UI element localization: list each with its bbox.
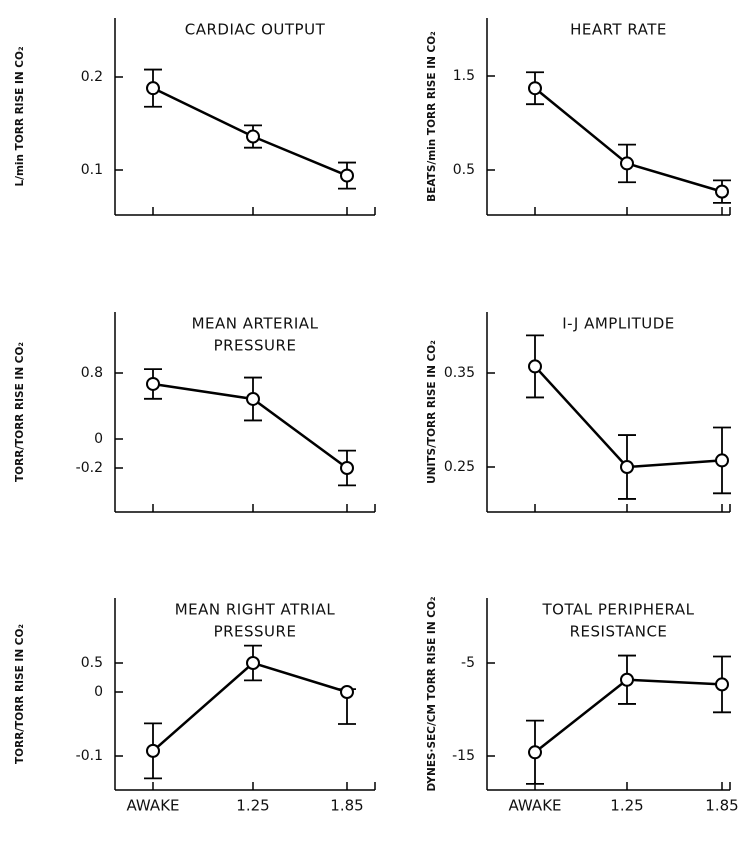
x-tick-label: AWAKE — [508, 797, 561, 815]
x-tick-label: AWAKE — [126, 797, 179, 815]
panel-title: MEAN RIGHT ATRIAL — [175, 601, 336, 619]
data-point — [246, 656, 260, 670]
data-point — [620, 460, 634, 474]
y-tick-label: 0.2 — [81, 69, 103, 85]
y-axis-label: UNITS/TORR RISE IN CO₂ — [426, 340, 438, 484]
y-tick-label: 0.5 — [453, 162, 475, 178]
data-line — [534, 365, 723, 469]
y-tick-label: -5 — [461, 655, 475, 671]
panel-title: PRESSURE — [214, 337, 297, 355]
panel-title: I-J AMPLITUDE — [562, 315, 675, 333]
panel-title: RESISTANCE — [570, 623, 668, 641]
panel-title: HEART RATE — [570, 21, 667, 39]
data-point — [715, 453, 729, 468]
panel-title: TOTAL PERIPHERAL — [542, 601, 695, 619]
x-tick-label: 1.25 — [236, 797, 269, 815]
y-tick-label: 0.8 — [81, 365, 103, 381]
data-line — [152, 661, 348, 752]
y-tick-label: 0.1 — [81, 162, 103, 178]
data-point — [340, 685, 354, 699]
data-point — [146, 743, 160, 758]
y-tick-label: -15 — [452, 748, 475, 764]
data-point — [146, 81, 160, 96]
y-tick-label: 1.5 — [453, 68, 475, 84]
x-tick-label: 1.85 — [705, 797, 738, 815]
data-point — [340, 461, 354, 475]
y-tick-label: 0.35 — [444, 365, 475, 381]
x-tick-label: 1.85 — [330, 797, 363, 815]
y-tick-label: 0.5 — [81, 655, 103, 671]
data-line — [534, 678, 723, 754]
y-axis-label: BEATS/min TORR RISE IN CO₂ — [426, 31, 438, 202]
x-tick-label: 1.25 — [610, 797, 643, 815]
data-point — [246, 391, 260, 406]
panel-title: PRESSURE — [214, 623, 297, 641]
y-tick-label: 0 — [94, 684, 103, 700]
y-tick-label: -0.2 — [76, 460, 103, 476]
panel-title: MEAN ARTERIAL — [192, 315, 319, 333]
panel-title: CARDIAC OUTPUT — [185, 21, 326, 39]
y-tick-label: 0.25 — [444, 459, 475, 475]
y-axis-label: L/min TORR RISE IN CO₂ — [14, 46, 26, 186]
data-point — [620, 672, 634, 687]
data-point — [715, 677, 729, 692]
data-point — [340, 168, 354, 183]
data-point — [246, 129, 260, 144]
data-point — [528, 359, 542, 374]
y-tick-label: 0 — [94, 431, 103, 447]
data-point — [528, 81, 542, 96]
y-tick-label: -0.1 — [76, 748, 103, 764]
data-point — [146, 376, 160, 391]
data-point — [715, 184, 729, 199]
data-line — [534, 87, 723, 193]
y-axis-label: TORR/TORR RISE IN CO₂ — [14, 624, 26, 764]
y-axis-label: DYNES·SEC/CM TORR RISE IN CO₂ — [426, 596, 438, 791]
data-point — [528, 745, 542, 760]
y-axis-label: TORR/TORR RISE IN CO₂ — [14, 342, 26, 482]
data-point — [620, 156, 634, 171]
